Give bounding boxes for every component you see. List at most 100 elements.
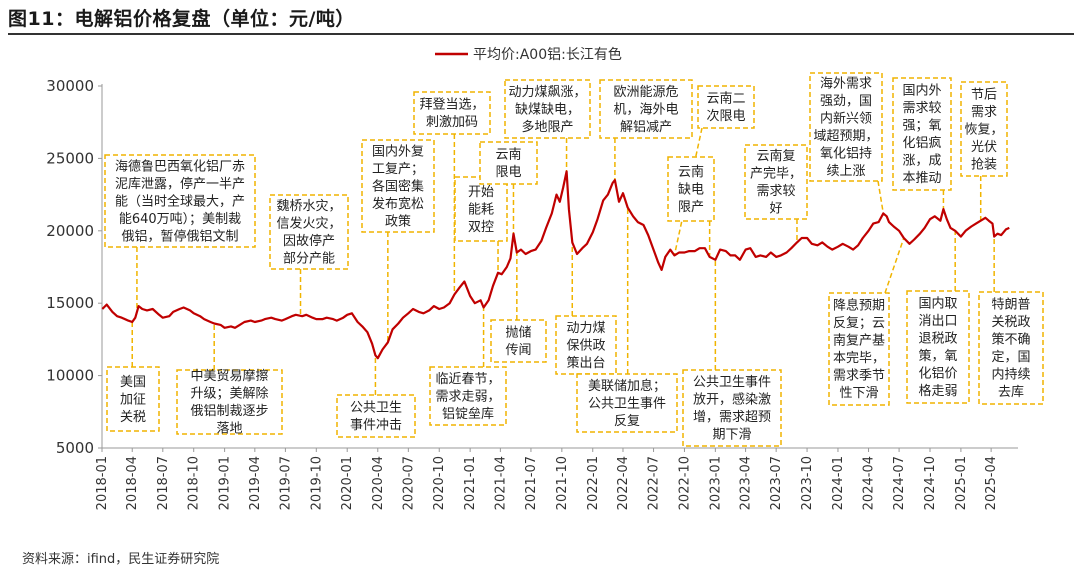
x-tick-label: 2021-01	[463, 456, 478, 510]
annotation-frame	[479, 141, 538, 185]
annotation-text: 关税政	[991, 315, 1030, 330]
annotation-text: 开始	[468, 185, 494, 200]
annotation-text: 抛储	[505, 326, 531, 341]
annotation-text: 临近春节，	[435, 372, 500, 387]
annotation-text: 俄铝制裁逐步	[190, 403, 268, 419]
source-note: 资料来源：ifind，民生证券研究院	[22, 552, 220, 567]
annotation-text: 内持续	[991, 367, 1030, 383]
annotation-text: 多地限产	[521, 119, 573, 135]
annotation-text: 各国密集	[372, 178, 424, 194]
annotation-box: 拜登当选， 刺激加码	[413, 91, 491, 135]
annotation-frame	[176, 369, 283, 435]
annotation-frame	[504, 79, 591, 139]
annotation-text: 动力煤	[566, 321, 605, 336]
series-line	[101, 170, 1010, 360]
annotation-box: 海德鲁巴西氧化铝厂赤泥库泄露，停产一半产能（当时全球最大，产能640万吨）；美制…	[104, 154, 256, 248]
annotation-text: 续上涨	[826, 164, 865, 179]
x-tick-label: 2024-07	[892, 456, 907, 510]
x-tick-label: 2022-04	[616, 456, 631, 510]
annotation-frame	[744, 144, 808, 220]
annotation-frame	[697, 85, 755, 129]
annotation-text: 云南	[678, 164, 704, 180]
annotation-frame	[828, 292, 890, 406]
legend-label: 平均价:A00铝:长江有色	[473, 46, 622, 63]
annotation-frame	[490, 319, 547, 363]
annotation-text: 国内外	[902, 83, 941, 99]
annotation-text: 美国	[120, 375, 146, 390]
x-tick-label: 2024-10	[923, 456, 938, 510]
annotation-text: 放开，感染激	[693, 392, 771, 408]
x-tick-label: 2020-04	[371, 456, 386, 510]
x-tick-label: 2021-10	[555, 456, 570, 510]
x-tick-label: 2023-01	[708, 456, 723, 510]
annotation-text: 抢装	[971, 156, 997, 172]
annotation-frame	[361, 139, 435, 233]
annotation-text: 限产	[678, 200, 704, 215]
annotation-text: 涨，成	[902, 154, 941, 169]
annotation-text: 需求季节	[833, 369, 885, 384]
annotation-text: 俄铝，暂停俄铝文制	[121, 228, 238, 244]
annotation-text: 能耗	[468, 202, 494, 217]
annotation-frame	[599, 79, 693, 139]
x-tick-label: 2019-10	[309, 456, 324, 510]
annotation-text: 海外需求	[820, 77, 872, 92]
annotation-text: 加征	[120, 392, 146, 407]
x-tick-label: 2019-07	[278, 456, 293, 510]
x-tick-label: 2020-10	[432, 456, 447, 510]
annotation-text: 双控	[468, 220, 494, 235]
annotation-text: 消出口	[918, 314, 957, 329]
annotation-text: 节后	[971, 87, 997, 102]
y-tick-label: 5000	[56, 439, 94, 457]
annotation-text: 信发火灾，	[276, 216, 341, 232]
annotation-frame	[978, 291, 1044, 405]
annotation-text: 反复	[614, 414, 640, 429]
legend: 平均价:A00铝:长江有色	[435, 46, 622, 63]
annotation-text: 泥库泄露，停产一半产	[115, 176, 245, 192]
y-tick-label: 15000	[46, 294, 94, 312]
annotation-frame	[682, 369, 782, 447]
annotation-text: 需求较	[902, 101, 941, 116]
annotation-text: 拜登当选，	[419, 98, 484, 113]
annotation-text: 发布宽松	[372, 196, 424, 212]
x-tick-label: 2021-04	[493, 456, 508, 510]
annotation-text: 缺煤缺电，	[515, 102, 580, 117]
annotation-text: 公共卫生	[350, 401, 402, 416]
y-tick-label: 30000	[46, 77, 94, 95]
annotation-text: 公共卫生事件	[693, 375, 771, 390]
chart-title: 图11：电解铝价格复盘（单位：元/吨）	[8, 8, 355, 30]
annotation-text: 本推动	[902, 171, 941, 186]
annotation-text: 因故停产	[283, 233, 335, 249]
annotation-text: 中美贸易摩擦	[190, 368, 268, 384]
annotation-text: 国内取	[918, 296, 957, 312]
annotation-text: 氧化铝持	[820, 147, 872, 162]
annotation-text: 部分产能	[283, 252, 335, 267]
y-tick-label: 20000	[46, 222, 94, 240]
annotation-text: 海德鲁巴西氧化铝厂赤	[115, 159, 245, 174]
annotation-text: 化铝疯	[902, 135, 941, 151]
annotation-text: 增，需求超预	[693, 410, 771, 425]
annotation-text: 关税	[120, 410, 146, 425]
x-tick-label: 2020-07	[401, 456, 416, 510]
annotation-leader	[877, 180, 885, 214]
title-divider	[8, 33, 1074, 35]
x-tick-label: 2023-10	[800, 456, 815, 510]
annotation-text: 限电	[495, 165, 521, 180]
annotation-text: 降息预期	[833, 298, 885, 314]
annotation-frame	[809, 72, 883, 182]
annotation-text: 光伏	[971, 140, 997, 155]
annotation-text: 解铝减产	[620, 120, 672, 135]
x-tick-label: 2018-01	[95, 456, 110, 510]
annotation-text: 能（当时全球最大，产	[115, 193, 245, 209]
annotation-frame	[104, 154, 256, 248]
annotation-text: 本完毕，	[833, 351, 885, 366]
annotation-text: 缺电	[678, 182, 704, 197]
